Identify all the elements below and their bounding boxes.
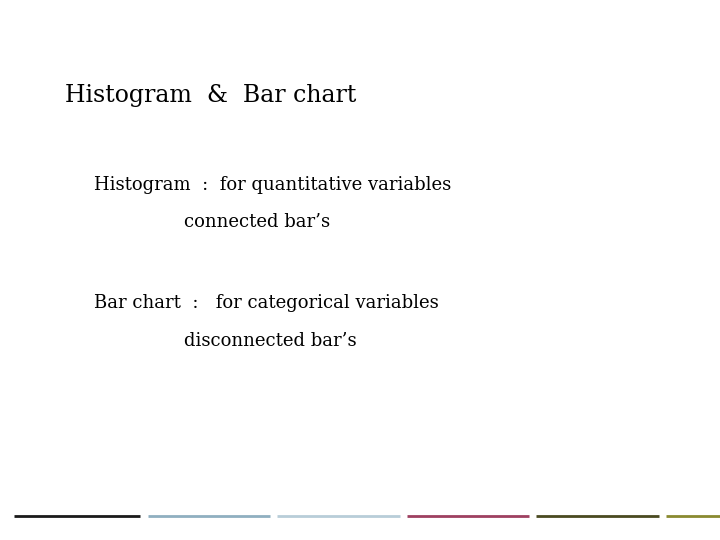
Text: Histogram  :  for quantitative variables: Histogram : for quantitative variables <box>94 176 451 193</box>
Text: Bar chart  :   for categorical variables: Bar chart : for categorical variables <box>94 294 438 312</box>
Text: connected bar’s: connected bar’s <box>184 213 330 231</box>
Text: disconnected bar’s: disconnected bar’s <box>184 332 356 350</box>
Text: Histogram  &  Bar chart: Histogram & Bar chart <box>65 84 356 107</box>
